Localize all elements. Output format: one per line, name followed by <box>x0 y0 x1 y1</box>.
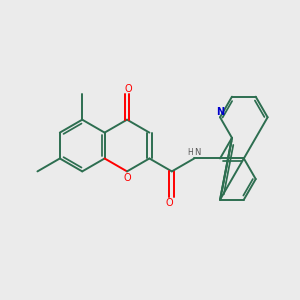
Text: N: N <box>195 148 201 157</box>
Text: O: O <box>125 84 132 94</box>
Text: O: O <box>165 198 172 208</box>
Text: H: H <box>187 148 193 157</box>
Text: O: O <box>123 173 131 183</box>
Text: N: N <box>216 107 224 117</box>
